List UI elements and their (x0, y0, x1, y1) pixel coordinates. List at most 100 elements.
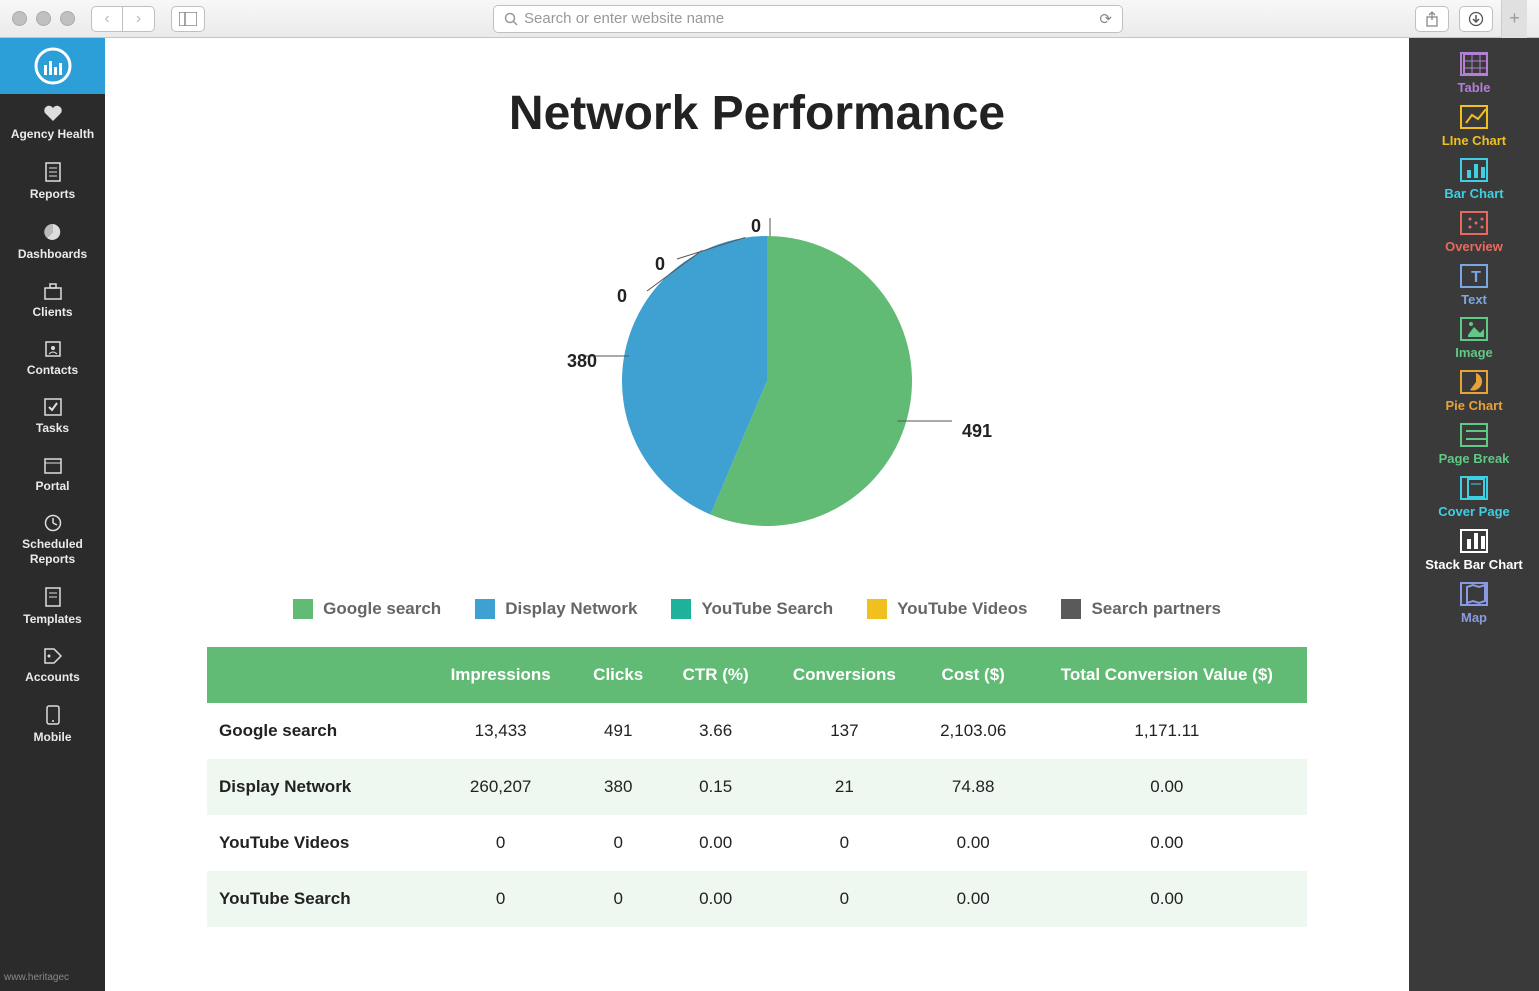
table-cell: 0.00 (1027, 871, 1307, 927)
url-bar[interactable]: Search or enter website name ⟳ (493, 5, 1123, 33)
table-cell: 74.88 (920, 759, 1027, 815)
page-title: Network Performance (125, 86, 1389, 141)
table-cell: 0.00 (662, 871, 769, 927)
sidebar-toggle[interactable] (171, 6, 205, 32)
tool-icon (1460, 105, 1488, 129)
main-content: Network Performance 491380000 Google sea… (105, 38, 1409, 991)
back-button[interactable]: ‹ (91, 6, 123, 32)
sidebar-item-dashboards[interactable]: Dashboards (0, 212, 105, 272)
app-logo[interactable] (0, 38, 105, 94)
tag-icon (43, 647, 63, 665)
tool-label: Table (1458, 80, 1491, 95)
sidebar-item-label: Tasks (4, 421, 101, 436)
tool-icon (1460, 211, 1488, 235)
sidebar-item-agency-health[interactable]: Agency Health (0, 94, 105, 152)
tool-icon (1460, 529, 1488, 553)
sidebar-item-templates[interactable]: Templates (0, 577, 105, 637)
downloads-button[interactable] (1459, 6, 1493, 32)
tool-icon (1460, 317, 1488, 341)
tool-map[interactable]: Map (1460, 582, 1488, 625)
traffic-lights (12, 11, 75, 26)
legend-label: Display Network (505, 599, 637, 619)
table-header-cell: Clicks (574, 647, 662, 703)
share-button[interactable] (1415, 6, 1449, 32)
share-icon (1425, 11, 1439, 27)
pie-chart: 491380000 (507, 181, 1007, 561)
close-window[interactable] (12, 11, 27, 26)
table-cell: 13,433 (427, 703, 574, 759)
table-cell: 0.00 (1027, 815, 1307, 871)
sidebar-item-label: Mobile (4, 730, 101, 745)
reload-button[interactable]: ⟳ (1099, 10, 1112, 28)
data-table: ImpressionsClicksCTR (%)ConversionsCost … (207, 647, 1307, 927)
table-header-cell: CTR (%) (662, 647, 769, 703)
table-cell: 0 (574, 815, 662, 871)
table-cell: 0 (769, 815, 920, 871)
sidebar-item-portal[interactable]: Portal (0, 446, 105, 504)
table-header-row: ImpressionsClicksCTR (%)ConversionsCost … (207, 647, 1307, 703)
pie-label: 491 (962, 421, 992, 442)
tool-bar-chart[interactable]: Bar Chart (1444, 158, 1503, 201)
forward-button[interactable]: › (123, 6, 155, 32)
sidebar-item-mobile[interactable]: Mobile (0, 695, 105, 755)
tool-text[interactable]: T Text (1460, 264, 1488, 307)
sidebar-item-scheduled-reports[interactable]: Scheduled Reports (0, 504, 105, 577)
template-icon (45, 587, 61, 607)
tool-icon (1460, 476, 1488, 500)
table-body: Google search13,4334913.661372,103.061,1… (207, 703, 1307, 927)
sidebar-icon (179, 12, 197, 26)
tool-cover-page[interactable]: Cover Page (1438, 476, 1510, 519)
sidebar-item-label: Templates (4, 612, 101, 627)
sidebar-item-clients[interactable]: Clients (0, 272, 105, 330)
url-placeholder: Search or enter website name (524, 10, 724, 27)
new-tab-button[interactable]: + (1501, 0, 1527, 38)
table-cell: 491 (574, 703, 662, 759)
table-cell: 260,207 (427, 759, 574, 815)
table-cell: YouTube Videos (207, 815, 427, 871)
tool-stack-bar-chart[interactable]: Stack Bar Chart (1425, 529, 1523, 572)
table-cell: 0.00 (920, 815, 1027, 871)
pie-label: 0 (617, 286, 627, 307)
table-cell: 1,171.11 (1027, 703, 1307, 759)
sidebar-item-reports[interactable]: Reports (0, 152, 105, 212)
tool-line-chart[interactable]: LIne Chart (1442, 105, 1506, 148)
tool-icon (1460, 582, 1488, 606)
tool-label: Overview (1445, 239, 1503, 254)
briefcase-icon (43, 282, 63, 300)
legend-item: Display Network (475, 599, 637, 619)
maximize-window[interactable] (60, 11, 75, 26)
tool-overview[interactable]: Overview (1445, 211, 1503, 254)
tool-icon: T (1460, 264, 1488, 288)
tool-icon (1460, 423, 1488, 447)
tool-icon (1460, 52, 1488, 76)
table-cell: 3.66 (662, 703, 769, 759)
search-icon (504, 12, 518, 26)
tool-label: Bar Chart (1444, 186, 1503, 201)
sidebar-item-contacts[interactable]: Contacts (0, 330, 105, 388)
check-icon (44, 398, 62, 416)
table-header-cell: Total Conversion Value ($) (1027, 647, 1307, 703)
table-cell: YouTube Search (207, 871, 427, 927)
minimize-window[interactable] (36, 11, 51, 26)
tool-icon (1460, 158, 1488, 182)
sidebar-item-label: Portal (4, 479, 101, 494)
pie-label: 0 (751, 216, 761, 237)
chart-legend: Google searchDisplay NetworkYouTube Sear… (125, 599, 1389, 619)
table-cell: 2,103.06 (920, 703, 1027, 759)
sidebar-item-tasks[interactable]: Tasks (0, 388, 105, 446)
contacts-icon (43, 340, 63, 358)
tool-table[interactable]: Table (1458, 52, 1491, 95)
tool-page-break[interactable]: Page Break (1439, 423, 1510, 466)
tool-pie-chart[interactable]: Pie Chart (1445, 370, 1502, 413)
table-header-cell: Conversions (769, 647, 920, 703)
tool-label: Pie Chart (1445, 398, 1502, 413)
table-row: YouTube Videos000.0000.000.00 (207, 815, 1307, 871)
legend-label: Google search (323, 599, 441, 619)
sidebar-item-label: Accounts (4, 670, 101, 685)
sidebar-item-accounts[interactable]: Accounts (0, 637, 105, 695)
table-header-cell (207, 647, 427, 703)
sidebar-item-label: Reports (4, 187, 101, 202)
tool-label: Text (1460, 292, 1488, 307)
tool-image[interactable]: Image (1455, 317, 1493, 360)
table-cell: Google search (207, 703, 427, 759)
